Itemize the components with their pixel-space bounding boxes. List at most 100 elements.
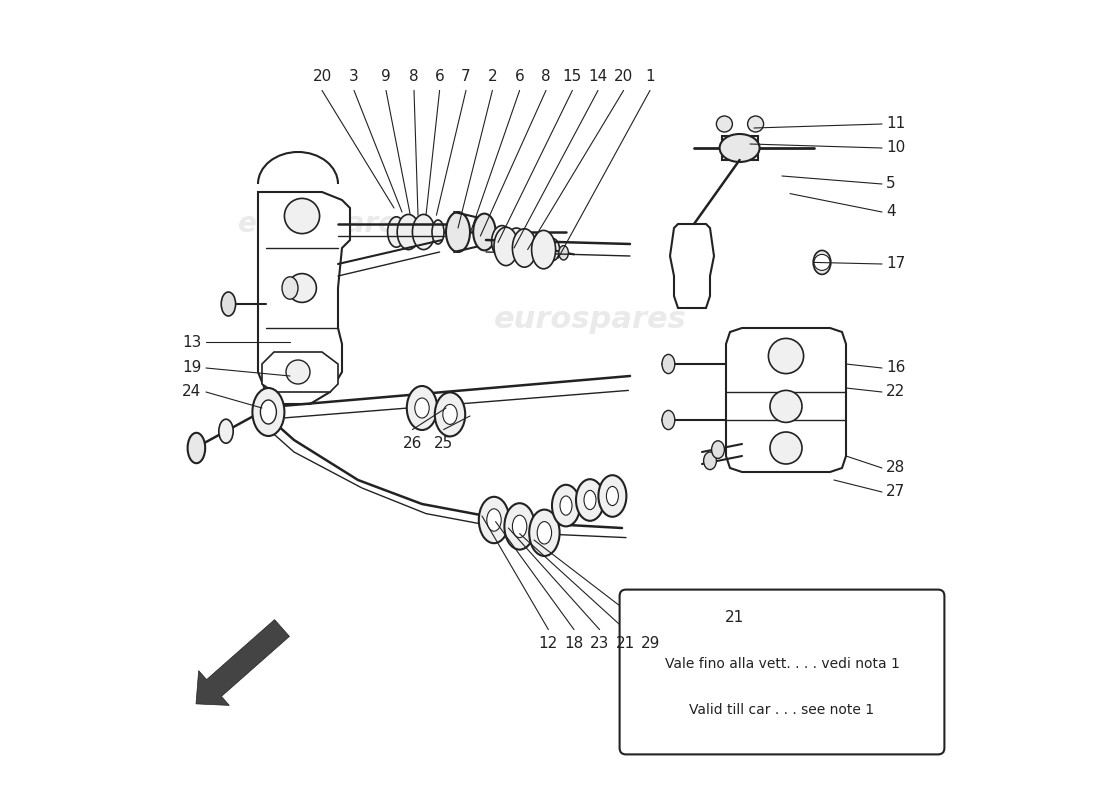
Ellipse shape: [584, 490, 596, 510]
Text: 17: 17: [886, 257, 905, 271]
Ellipse shape: [487, 509, 502, 531]
Ellipse shape: [747, 658, 761, 681]
Text: 5: 5: [886, 177, 895, 191]
Ellipse shape: [221, 292, 235, 316]
Text: 20: 20: [614, 69, 634, 84]
Ellipse shape: [443, 405, 458, 424]
Ellipse shape: [513, 229, 537, 267]
Text: 10: 10: [886, 141, 905, 155]
Circle shape: [770, 390, 802, 422]
Ellipse shape: [520, 234, 537, 259]
Polygon shape: [726, 328, 846, 472]
Ellipse shape: [505, 503, 535, 550]
Ellipse shape: [506, 228, 527, 260]
Text: 15: 15: [563, 69, 582, 84]
Circle shape: [660, 620, 675, 636]
FancyBboxPatch shape: [619, 590, 945, 754]
Ellipse shape: [188, 433, 206, 463]
Ellipse shape: [434, 393, 465, 437]
Ellipse shape: [407, 386, 437, 430]
Ellipse shape: [704, 452, 716, 470]
Ellipse shape: [432, 220, 444, 244]
Text: 12: 12: [539, 636, 558, 651]
Ellipse shape: [529, 510, 560, 556]
Circle shape: [287, 274, 317, 302]
Text: 21: 21: [616, 636, 635, 651]
Ellipse shape: [397, 214, 419, 250]
Text: 27: 27: [886, 485, 905, 499]
Circle shape: [748, 116, 763, 132]
Ellipse shape: [560, 496, 572, 515]
Polygon shape: [670, 224, 714, 308]
Text: eurospares: eurospares: [239, 210, 414, 238]
Ellipse shape: [813, 250, 830, 274]
Text: 22: 22: [886, 385, 905, 399]
Ellipse shape: [662, 410, 674, 430]
Text: 18: 18: [564, 636, 584, 651]
Circle shape: [814, 254, 830, 270]
Text: 20: 20: [312, 69, 331, 84]
Text: eurospares: eurospares: [494, 306, 686, 334]
Ellipse shape: [252, 388, 285, 436]
Text: 29: 29: [641, 636, 660, 651]
Ellipse shape: [492, 226, 513, 258]
Ellipse shape: [531, 230, 556, 269]
Text: 21: 21: [725, 610, 744, 626]
Text: 8: 8: [409, 69, 419, 84]
Text: 16: 16: [886, 361, 905, 375]
Text: 7: 7: [461, 69, 471, 84]
Ellipse shape: [534, 237, 548, 259]
Circle shape: [286, 360, 310, 384]
Circle shape: [285, 198, 320, 234]
Text: 13: 13: [182, 335, 201, 350]
Ellipse shape: [712, 441, 725, 458]
Text: 19: 19: [182, 361, 201, 375]
Polygon shape: [258, 192, 350, 404]
Ellipse shape: [494, 227, 518, 266]
Text: 8: 8: [541, 69, 551, 84]
Text: 25: 25: [434, 436, 453, 451]
Text: 2: 2: [487, 69, 497, 84]
Ellipse shape: [598, 475, 626, 517]
Ellipse shape: [415, 398, 429, 418]
Text: 1: 1: [646, 69, 654, 84]
Ellipse shape: [513, 515, 527, 538]
Text: 4: 4: [886, 205, 895, 219]
Ellipse shape: [662, 354, 674, 374]
Ellipse shape: [606, 486, 618, 506]
Polygon shape: [722, 136, 758, 160]
Ellipse shape: [473, 214, 496, 250]
Text: eurospares: eurospares: [662, 586, 838, 614]
Text: 6: 6: [434, 69, 444, 84]
Text: 28: 28: [886, 461, 905, 475]
Text: Valid till car . . . see note 1: Valid till car . . . see note 1: [690, 703, 875, 717]
Polygon shape: [262, 352, 338, 392]
Ellipse shape: [537, 522, 551, 544]
Text: 24: 24: [182, 385, 201, 399]
Ellipse shape: [387, 217, 405, 247]
Text: 9: 9: [381, 69, 390, 84]
Text: 3: 3: [349, 69, 359, 84]
Text: Vale fino alla vett. . . . vedi nota 1: Vale fino alla vett. . . . vedi nota 1: [664, 658, 900, 671]
Ellipse shape: [559, 246, 569, 260]
Circle shape: [769, 338, 804, 374]
Circle shape: [716, 116, 733, 132]
Ellipse shape: [219, 419, 233, 443]
Circle shape: [660, 638, 675, 654]
Bar: [658, 616, 689, 656]
Ellipse shape: [282, 277, 298, 299]
Circle shape: [770, 432, 802, 464]
Ellipse shape: [552, 485, 580, 526]
Ellipse shape: [478, 497, 509, 543]
Ellipse shape: [446, 212, 470, 252]
Text: 14: 14: [588, 69, 607, 84]
Text: 23: 23: [590, 636, 609, 651]
Ellipse shape: [576, 479, 604, 521]
FancyArrow shape: [196, 620, 289, 706]
Text: 26: 26: [403, 436, 422, 451]
Ellipse shape: [261, 400, 276, 424]
Text: 11: 11: [886, 117, 905, 131]
Ellipse shape: [546, 238, 560, 261]
Text: 6: 6: [515, 69, 525, 84]
Ellipse shape: [719, 134, 760, 162]
